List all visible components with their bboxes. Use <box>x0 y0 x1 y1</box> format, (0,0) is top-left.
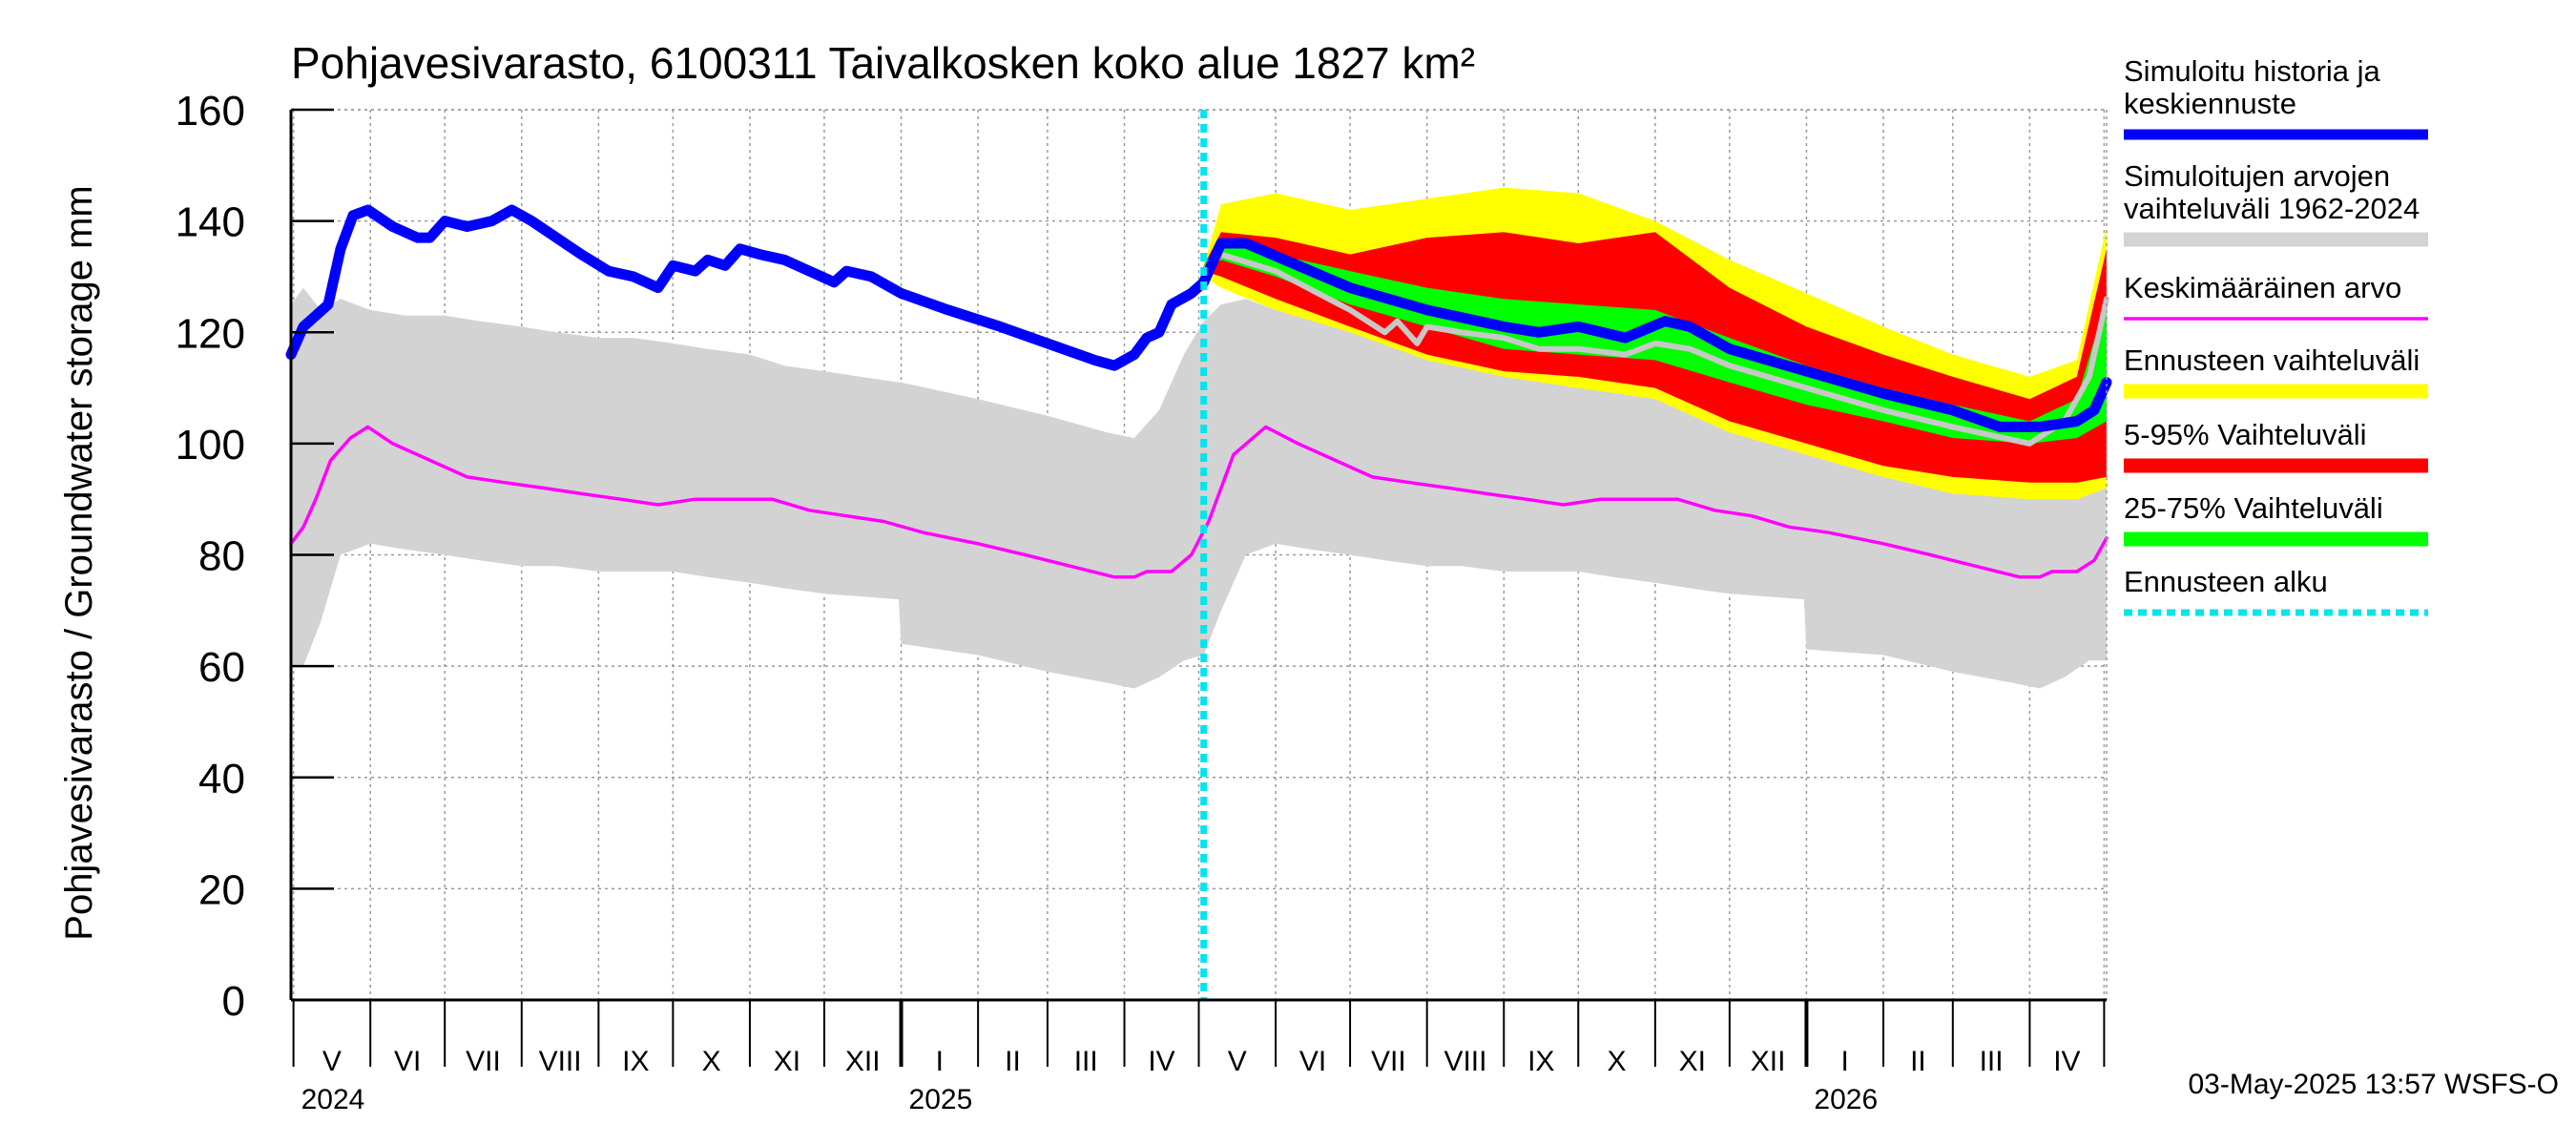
y-tick-label: 40 <box>198 756 245 802</box>
month-label: IV <box>2053 1046 2080 1077</box>
month-label: XI <box>774 1046 800 1077</box>
series-line-simuloitu-historia-ja-keskiennuste <box>285 204 2112 432</box>
month-label: IX <box>622 1046 649 1077</box>
timestamp-label: 03-May-2025 13:57 WSFS-O <box>2189 1069 2560 1100</box>
legend: Simuloitu historia jakeskiennusteSimuloi… <box>2124 54 2428 616</box>
y-tick-label: 80 <box>198 533 245 580</box>
month-label: IV <box>1148 1046 1174 1077</box>
month-label: VIII <box>1444 1046 1486 1077</box>
legend-label: Simuloitujen arvojen <box>2124 159 2390 193</box>
month-label: I <box>1841 1046 1849 1077</box>
y-axis-label: Pohjavesivarasto / Groundwater storage m… <box>58 185 100 940</box>
legend-entry: 25-75% Vaihteluväli <box>2124 491 2428 547</box>
legend-label: Simuloitu historia ja <box>2124 54 2381 88</box>
y-tick-label: 20 <box>198 866 245 913</box>
chart-title: Pohjavesivarasto, 6100311 Taivalkosken k… <box>291 38 1475 88</box>
legend-entry: Keskimääräinen arvo <box>2124 271 2428 321</box>
legend-label: Keskimääräinen arvo <box>2124 271 2401 304</box>
y-tick-label: 100 <box>176 422 245 468</box>
month-label: VII <box>466 1046 501 1077</box>
month-label: X <box>702 1046 721 1077</box>
month-label: VI <box>1299 1046 1326 1077</box>
legend-label: vaihteluväli 1962-2024 <box>2124 192 2420 225</box>
month-label: V <box>322 1046 342 1077</box>
y-tick-label: 140 <box>176 199 245 246</box>
month-label: III <box>1074 1046 1098 1077</box>
legend-label: keskiennuste <box>2124 87 2296 120</box>
legend-label: Ennusteen vaihteluväli <box>2124 344 2420 377</box>
legend-label: 25-75% Vaihteluväli <box>2124 491 2383 525</box>
month-label: VII <box>1371 1046 1406 1077</box>
legend-label: 5-95% Vaihteluväli <box>2124 418 2366 451</box>
month-label: X <box>1608 1046 1627 1077</box>
month-label: VI <box>394 1046 421 1077</box>
month-label: XII <box>1751 1046 1786 1077</box>
month-label: XII <box>845 1046 881 1077</box>
month-label: XI <box>1679 1046 1706 1077</box>
y-tick-label: 120 <box>176 310 245 357</box>
series-line-keskim-r-inen-arvo <box>289 425 2109 579</box>
y-tick-label: 60 <box>198 644 245 691</box>
month-label: II <box>1005 1046 1021 1077</box>
year-label: 2026 <box>1814 1084 1878 1115</box>
year-label: 2024 <box>301 1084 365 1115</box>
month-label: I <box>936 1046 944 1077</box>
legend-entry: Ennusteen vaihteluväli <box>2124 344 2428 399</box>
y-tick-label: 160 <box>176 88 245 135</box>
month-label: VIII <box>539 1046 582 1077</box>
month-label: IX <box>1527 1046 1554 1077</box>
legend-entry: 5-95% Vaihteluväli <box>2124 418 2428 473</box>
legend-label: Ennusteen alku <box>2124 565 2328 598</box>
series-line-simuloitu-mediaani-harmaa- <box>1200 251 2109 447</box>
year-label: 2025 <box>909 1084 973 1115</box>
legend-entry: Ennusteen alku <box>2124 565 2428 616</box>
lines <box>285 110 2112 1000</box>
month-label: III <box>1980 1046 2004 1077</box>
month-label: V <box>1228 1046 1247 1077</box>
month-label: II <box>1910 1046 1926 1077</box>
y-tick-label: 0 <box>222 978 245 1025</box>
